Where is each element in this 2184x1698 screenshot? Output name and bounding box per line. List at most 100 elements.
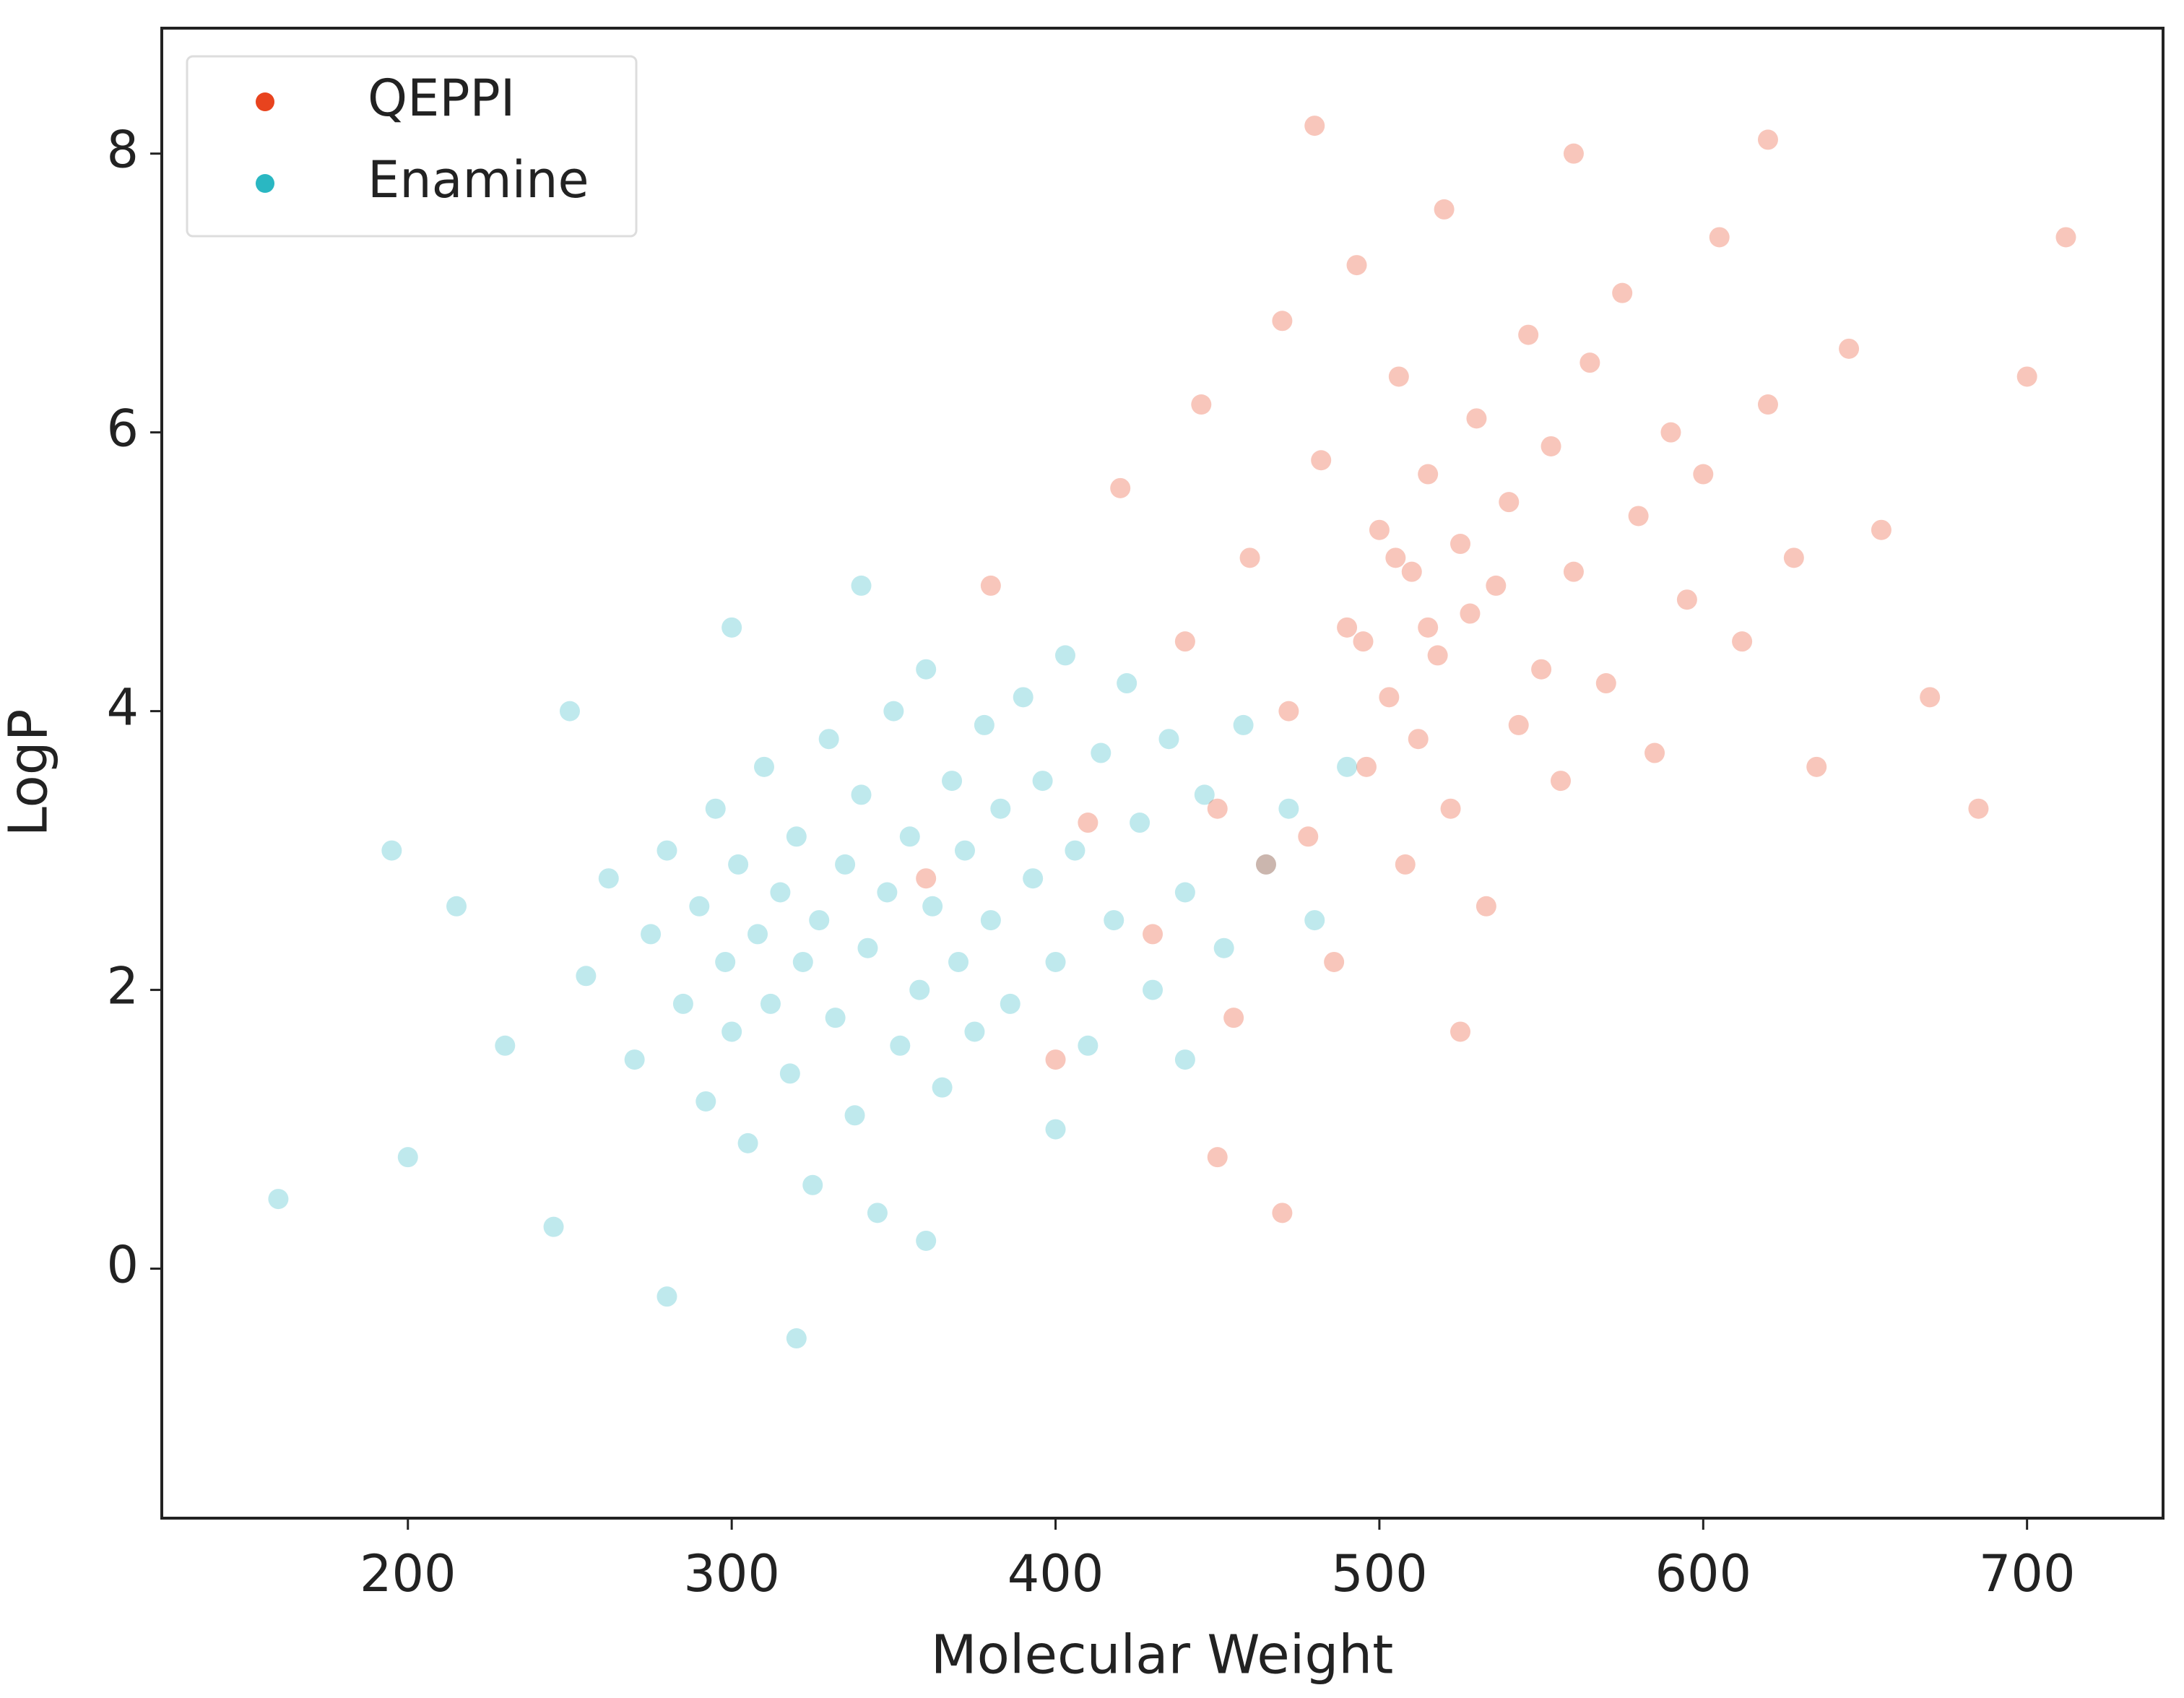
point — [1054, 645, 1075, 666]
point — [748, 924, 768, 945]
point — [1450, 1021, 1471, 1042]
point — [948, 951, 969, 972]
point — [802, 1174, 823, 1195]
point — [792, 951, 813, 972]
point — [1298, 826, 1319, 847]
point — [851, 784, 872, 805]
point — [559, 701, 580, 722]
point — [1434, 199, 1455, 220]
point — [867, 1203, 888, 1223]
point — [446, 896, 467, 917]
legend-label: Enamine — [368, 150, 589, 209]
point — [1239, 547, 1260, 568]
point — [1255, 854, 1276, 875]
point — [1563, 561, 1584, 582]
point — [1551, 771, 1572, 792]
point — [1191, 394, 1212, 415]
point — [942, 771, 963, 792]
point — [1595, 673, 1616, 694]
point — [932, 1077, 953, 1098]
point — [1032, 771, 1053, 792]
point — [1518, 324, 1539, 345]
point — [1401, 561, 1422, 582]
point — [1427, 645, 1448, 666]
point — [1223, 1008, 1244, 1028]
point — [2055, 227, 2076, 248]
point — [1486, 575, 1507, 596]
x-tick-label: 300 — [683, 1544, 780, 1603]
x-tick-label: 600 — [1655, 1544, 1751, 1603]
point — [737, 1132, 758, 1153]
point — [1045, 951, 1066, 972]
point — [1676, 589, 1697, 610]
point — [1207, 1147, 1228, 1168]
point — [1143, 924, 1164, 945]
point — [980, 575, 1001, 596]
point — [990, 798, 1011, 819]
legend-box — [186, 55, 638, 238]
point — [786, 826, 807, 847]
point — [1385, 547, 1406, 568]
point — [543, 1216, 564, 1237]
point — [672, 993, 693, 1014]
point — [1612, 282, 1633, 303]
point — [1356, 756, 1377, 777]
point — [1078, 813, 1098, 833]
point — [1304, 116, 1325, 137]
x-tick-label: 500 — [1331, 1544, 1428, 1603]
point — [1418, 617, 1439, 638]
point — [1757, 394, 1778, 415]
point — [1278, 701, 1299, 722]
point — [1476, 896, 1496, 917]
point — [722, 617, 742, 638]
point — [1379, 687, 1400, 708]
point — [779, 1063, 800, 1084]
point — [974, 714, 994, 735]
point — [1369, 519, 1390, 540]
point — [1130, 813, 1150, 833]
point — [1255, 854, 1276, 875]
point — [922, 896, 943, 917]
point — [1660, 422, 1681, 443]
point — [1968, 798, 1989, 819]
point — [1563, 143, 1584, 164]
point — [1806, 756, 1827, 777]
point — [656, 840, 677, 861]
point — [1337, 756, 1358, 777]
point — [1353, 631, 1374, 652]
point — [916, 1230, 937, 1251]
point — [909, 979, 930, 1000]
point — [1388, 366, 1409, 387]
point — [835, 854, 856, 875]
point — [576, 966, 597, 987]
point — [728, 854, 749, 875]
point — [1174, 882, 1195, 903]
point — [1408, 729, 1429, 750]
point — [1045, 1119, 1066, 1140]
point — [1531, 659, 1552, 680]
point — [916, 868, 937, 889]
point — [760, 993, 781, 1014]
point — [1540, 436, 1561, 456]
point — [851, 575, 872, 596]
point — [1272, 1203, 1293, 1223]
point — [1174, 631, 1195, 652]
y-tick-label: 2 — [106, 957, 139, 1016]
point — [1346, 255, 1367, 276]
point — [1757, 129, 1778, 150]
point — [1045, 1049, 1066, 1070]
point — [753, 756, 774, 777]
point — [809, 910, 830, 931]
x-tick-label: 400 — [1008, 1544, 1104, 1603]
point — [1709, 227, 1730, 248]
point — [1078, 1035, 1098, 1056]
point — [1304, 910, 1325, 931]
point — [1104, 910, 1124, 931]
point — [844, 1105, 865, 1126]
point — [825, 1008, 846, 1028]
point — [1065, 840, 1086, 861]
point — [964, 1021, 985, 1042]
point — [1278, 798, 1299, 819]
